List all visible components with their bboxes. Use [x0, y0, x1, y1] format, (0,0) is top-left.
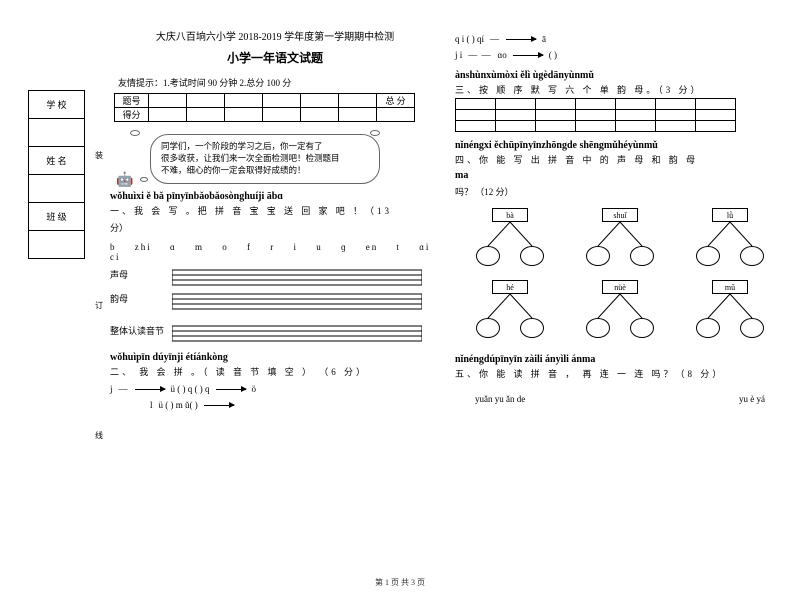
robot-icon: 🤖 [116, 172, 133, 189]
side-cell [29, 175, 85, 203]
tree-diagram: hé [470, 280, 550, 342]
tree-circle [630, 246, 654, 266]
letter: l [150, 400, 153, 410]
dash: — — [468, 50, 491, 60]
page-footer: 第 1 页 共 3 页 [0, 577, 800, 588]
bubble-line: 很多收获，让我们来一次全面检测吧！检测题目 [161, 153, 369, 165]
margin-label: 装 [95, 150, 103, 161]
q5-right: yu è yá [739, 394, 765, 404]
staff-lines [172, 292, 422, 310]
side-cell: 班 级 [29, 203, 85, 231]
tree-diagram: shuǐ [580, 208, 660, 270]
arrow-icon [513, 55, 543, 56]
staff-lines [172, 268, 422, 286]
margin-label: 线 [95, 430, 103, 441]
dash: — [119, 384, 129, 394]
staff-label: 整体认读音节 [110, 324, 170, 337]
arrow-row: l ü ( ) m ǔ( ) [150, 400, 440, 410]
q3-pinyin: ànshùnxùmòxi ělì ùgèdānyùnmǔ [455, 70, 785, 81]
score-total: 总 分 [377, 94, 415, 108]
q4-ma-han: 吗？ （12 分） [455, 185, 785, 198]
tree-circle [520, 246, 544, 266]
tree-row: bà shuǐ lǜ [455, 208, 785, 270]
tree-circle [740, 246, 764, 266]
bubble-line: 同学们，一个阶段的学习之后，你一定有了 [161, 141, 369, 153]
tree-circle [630, 318, 654, 338]
letter: ü ( ) m ǔ( ) [159, 400, 198, 410]
letter: q i ( ) qí [455, 34, 484, 44]
side-cell [29, 119, 85, 147]
arrow-icon [204, 405, 234, 406]
student-info-table: 学 校 姓 名 班 级 [28, 90, 85, 259]
tree-diagram: mǔ [690, 280, 770, 342]
q2-pinyin: wǒhuìpīn dúyīnji étíánkòng [110, 352, 440, 363]
letter: ü ( ) q ( ) q [171, 384, 210, 394]
letter: ɑo [498, 50, 507, 60]
tree-circle [476, 246, 500, 266]
q5-pinyin: nǐnéngdúpīnyīn zàili ányìli ánma [455, 354, 785, 365]
letter: ( ) [549, 50, 557, 60]
tree-diagram: nüè [580, 280, 660, 342]
score-label: 得分 [115, 108, 149, 122]
side-cell: 姓 名 [29, 147, 85, 175]
exam-title: 小学一年语文试题 [110, 49, 440, 66]
q4-ma: ma [455, 170, 785, 181]
q1-han: 一、我 会 写 。把 拼 音 宝 宝 送 回 家 吧 ！（13 [110, 204, 440, 217]
arrow-icon [216, 389, 246, 390]
letter: j [110, 384, 113, 394]
score-label: 题号 [115, 94, 149, 108]
q5-han: 五、你 能 读 拼 音 ， 再 连 一 连 吗？（8 分） [455, 367, 785, 380]
staff-label: 声母 [110, 268, 170, 281]
arrow-icon [135, 389, 165, 390]
arrow-row: j i — — ɑo ( ) [455, 50, 785, 60]
letter: ö [252, 384, 257, 394]
tree-circle [740, 318, 764, 338]
school-title: 大庆八百垧六小学 2018-2019 学年度第一学期期中检测 [110, 28, 440, 43]
q2-han: 二、 我 会 拼 。（ 读 音 节 填 空 ） （6 分） [110, 365, 440, 378]
letter: j i [455, 50, 462, 60]
tree-circle [520, 318, 544, 338]
q1-letters: b zhi ɑ m o f r i u ɡ en t ɑi ci [110, 242, 440, 262]
tree-circle [586, 246, 610, 266]
side-cell: 学 校 [29, 91, 85, 119]
arrow-row: q i ( ) qí — ā [455, 34, 785, 44]
speech-bubble-wrap: 同学们，一个阶段的学习之后，你一定有了 很多收获，让我们来一次全面检测吧！检测题… [110, 132, 440, 187]
side-cell [29, 231, 85, 259]
grid-table [455, 98, 736, 132]
tree-row: hé nüè mǔ [455, 280, 785, 342]
hint-text: 友情提示：1.考试时间 90 分钟 2.总分 100 分 [118, 76, 440, 89]
tree-circle [696, 246, 720, 266]
staff-label: 韵母 [110, 292, 170, 305]
staff-lines [172, 324, 422, 342]
margin-label: 订 [95, 300, 103, 311]
bubble-line: 不难，细心的你一定会取得好成绩的！ [161, 165, 369, 177]
arrow-icon [506, 39, 536, 40]
score-table: 题号 总 分 得分 [114, 93, 415, 122]
tree-circle [476, 318, 500, 338]
q1-trail: 分） [110, 221, 440, 234]
q4-han: 四、你 能 写 出 拼 音 中 的 声 母 和 韵 母 [455, 153, 785, 166]
arrow-row: j — ü ( ) q ( ) q ö [110, 384, 440, 394]
speech-bubble: 同学们，一个阶段的学习之后，你一定有了 很多收获，让我们来一次全面检测吧！检测题… [150, 134, 380, 184]
tree-circle [696, 318, 720, 338]
q3-han: 三、按 顺 序 默 写 六 个 单 韵 母。（3 分） [455, 83, 785, 96]
tree-circle [586, 318, 610, 338]
dash: — [490, 34, 500, 44]
letter: ā [542, 34, 546, 44]
q4-pinyin: nǐnéngxi ěchūpīnyīnzhōngde shēngmǔhéyùnm… [455, 140, 785, 151]
q1-pinyin: wǒhuìxi ě bǎ pīnyīnbǎobǎosònghuíji ābɑ [110, 191, 440, 202]
tree-diagram: lǜ [690, 208, 770, 270]
tree-diagram: bà [470, 208, 550, 270]
q5-left: yuǎn yu ǎn de [475, 394, 525, 404]
